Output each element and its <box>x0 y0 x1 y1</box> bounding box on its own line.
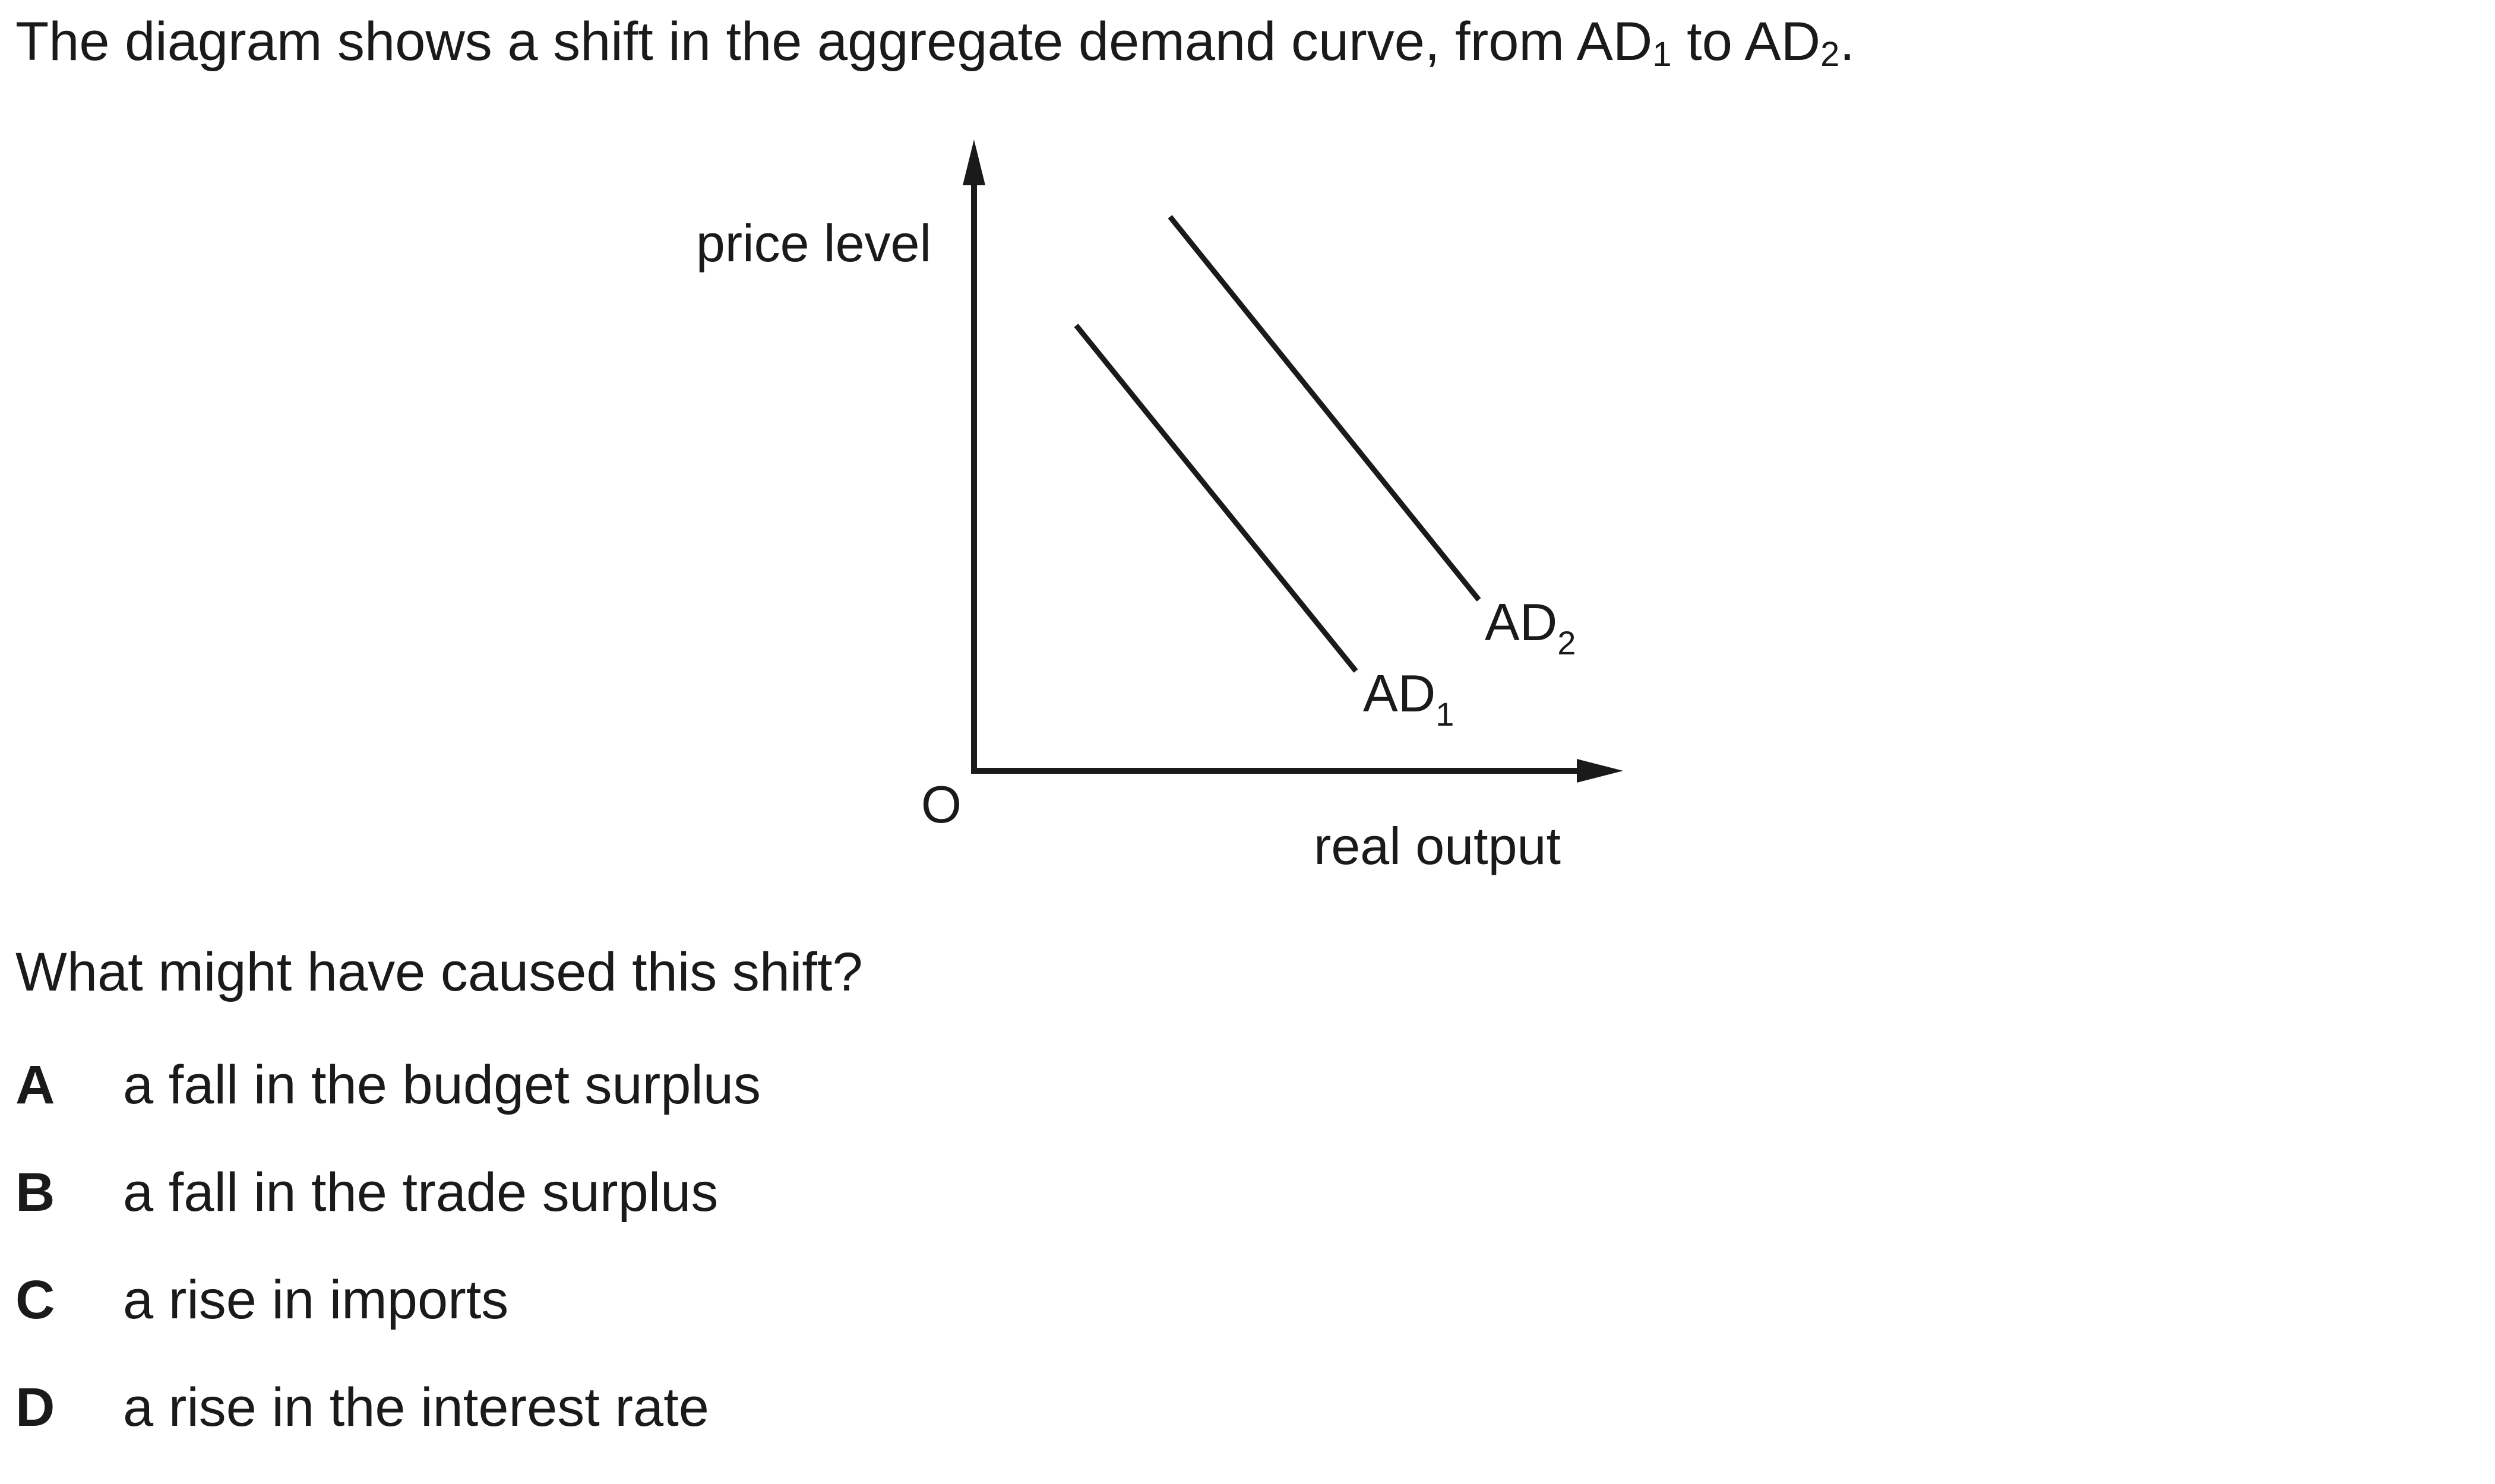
y-axis-arrow <box>963 140 985 185</box>
intro-text: The diagram shows a shift in the aggrega… <box>15 11 1855 74</box>
option-text: a rise in imports <box>123 1270 509 1330</box>
ad1-label-name: AD <box>1363 664 1435 723</box>
ad1-label-subscript: 1 <box>1435 695 1454 733</box>
option-text: a fall in the budget surplus <box>123 1055 761 1115</box>
option-text: a rise in the interest rate <box>123 1377 709 1438</box>
ad2-curve <box>1168 215 1481 602</box>
aggregate-demand-diagram: price level O real output AD1 AD2 <box>696 140 1623 875</box>
option-letter: A <box>15 1055 55 1115</box>
intro-subscript-2: 2 <box>1820 35 1840 74</box>
ad2-label-name: AD <box>1485 593 1557 651</box>
option-b[interactable]: B a fall in the trade surplus <box>15 1162 761 1269</box>
ad2-label: AD2 <box>1485 593 1576 662</box>
option-text: a fall in the trade surplus <box>123 1162 719 1223</box>
ad1-label: AD1 <box>1363 664 1454 733</box>
ad1-curve <box>1074 324 1358 673</box>
x-axis-label: real output <box>1314 817 1561 875</box>
option-letter: B <box>15 1162 55 1223</box>
intro-subscript-1: 1 <box>1652 35 1672 74</box>
option-letter: D <box>15 1377 55 1438</box>
option-a[interactable]: A a fall in the budget surplus <box>15 1054 761 1162</box>
intro-text-after: . <box>1839 11 1855 72</box>
origin-label: O <box>921 775 962 834</box>
question-text: What might have caused this shift? <box>15 942 863 1002</box>
y-axis-label: price level <box>696 214 931 273</box>
intro-text-middle: to AD <box>1671 11 1821 72</box>
ad2-label-subscript: 2 <box>1557 624 1576 662</box>
answer-options: A a fall in the budget surplus B a fall … <box>15 1054 761 1484</box>
option-letter: C <box>15 1270 55 1330</box>
x-axis-arrow <box>1577 759 1623 783</box>
option-c[interactable]: C a rise in imports <box>15 1269 761 1377</box>
option-d[interactable]: D a rise in the interest rate <box>15 1377 761 1484</box>
intro-text-before: The diagram shows a shift in the aggrega… <box>15 11 1653 72</box>
